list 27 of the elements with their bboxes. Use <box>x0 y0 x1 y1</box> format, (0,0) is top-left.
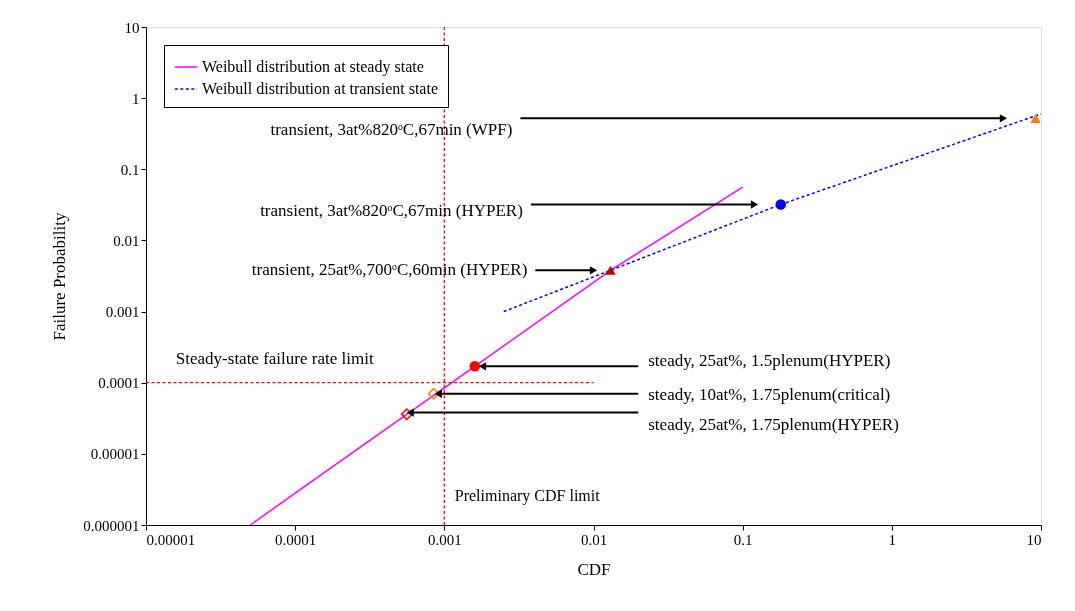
y-tick-label: 0.01 <box>113 232 140 249</box>
y-tick-label: 0.1 <box>120 161 140 178</box>
annotation: steady, 10at%, 1.75plenum(critical) <box>648 384 891 404</box>
x-tick-label: 0.1 <box>733 531 753 548</box>
annotation: transient, 25at%,700ᵒC,60min (HYPER) <box>251 260 528 280</box>
y-tick-label: 10 <box>124 19 140 36</box>
y-tick-label: 1 <box>132 90 140 107</box>
x-tick-label: 0.01 <box>580 531 608 548</box>
legend-label: Weibull distribution at steady state <box>202 58 424 76</box>
annotation: steady, 25at%, 1.5plenum(HYPER) <box>648 350 891 370</box>
annotation: transient, 3at%820ᵒC,67min (WPF) <box>270 120 513 140</box>
y-tick-label: 0.00001 <box>90 446 140 463</box>
x-tick-label: 0.001 <box>427 531 462 548</box>
y-axis-title: Failure Probability <box>50 212 70 341</box>
y-tick-label: 0.001 <box>105 304 140 321</box>
legend-label: Weibull distribution at transient state <box>202 80 438 97</box>
annotation: steady, 25at%, 1.75plenum(HYPER) <box>648 415 899 435</box>
annotation: transient, 3at%820ᵒC,67min (HYPER) <box>260 200 523 220</box>
x-tick-label: 0.00001 <box>146 531 196 548</box>
x-tick-label: 1 <box>888 531 897 548</box>
y-tick-label: 0.0001 <box>98 375 140 392</box>
x-tick-label: 10 <box>1026 531 1042 548</box>
x-axis-title: CDF <box>577 559 611 579</box>
annotation: Steady-state failure rate limit <box>175 348 374 368</box>
y-tick-label: 0.000001 <box>83 517 140 534</box>
ref-line-label: Preliminary CDF limit <box>454 486 601 505</box>
x-tick-label: 0.0001 <box>275 531 317 548</box>
